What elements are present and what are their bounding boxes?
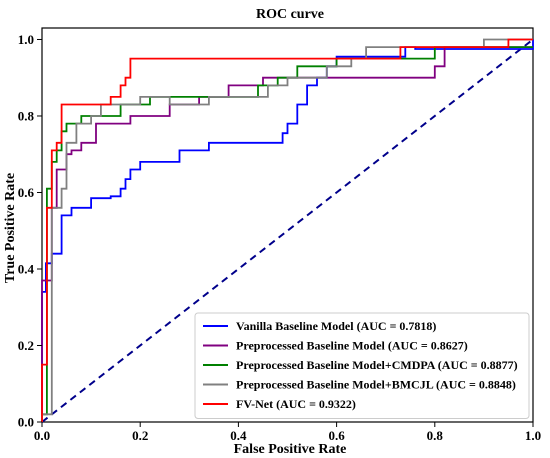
y-tick-label: 0.4 (18, 261, 35, 276)
y-tick-label: 0.0 (18, 415, 34, 430)
series-line-3 (41, 38, 533, 422)
diagonal-reference-line (41, 38, 534, 423)
y-tick-label: 0.6 (18, 185, 35, 200)
legend-label: Vanilla Baseline Model (AUC = 0.7818) (236, 319, 436, 333)
x-tick-label: 0.4 (230, 428, 247, 443)
x-tick-label: 0.6 (328, 428, 345, 443)
x-tick-label: 0.8 (427, 428, 444, 443)
diagonal-layer (41, 38, 534, 423)
series-layer (41, 38, 534, 422)
y-tick-label: 1.0 (18, 32, 34, 47)
legend-label: Preprocessed Baseline Model+BMCJL (AUC =… (236, 378, 516, 392)
chart-title: ROC curve (256, 7, 324, 22)
legend-label: FV-Net (AUC = 0.9322) (236, 397, 356, 411)
legend-label: Preprocessed Baseline Model+CMDPA (AUC =… (236, 358, 518, 372)
x-tick-label: 0.0 (34, 428, 50, 443)
y-tick-label: 0.8 (18, 108, 35, 123)
series-line-1 (41, 46, 533, 422)
legend-box (194, 312, 530, 419)
x-axis-label: False Positive Rate (234, 442, 347, 457)
plot-frame (41, 27, 534, 423)
plot-area (41, 27, 534, 423)
y-axis-label: True Positive Rate (3, 173, 18, 283)
x-tick-label: 1.0 (525, 428, 541, 443)
series-line-4 (41, 38, 533, 422)
legend-label: Preprocessed Baseline Model (AUC = 0.862… (236, 339, 468, 353)
legend: Vanilla Baseline Model (AUC = 0.7818) Pre… (194, 312, 530, 419)
y-tick-label: 0.2 (18, 338, 34, 353)
x-tick-label: 0.2 (132, 428, 148, 443)
y-axis-ticks: 0.0 0.2 0.4 0.6 0.8 1.0 (18, 32, 42, 430)
x-axis-ticks: 0.0 0.2 0.4 0.6 0.8 1.0 (34, 422, 541, 443)
